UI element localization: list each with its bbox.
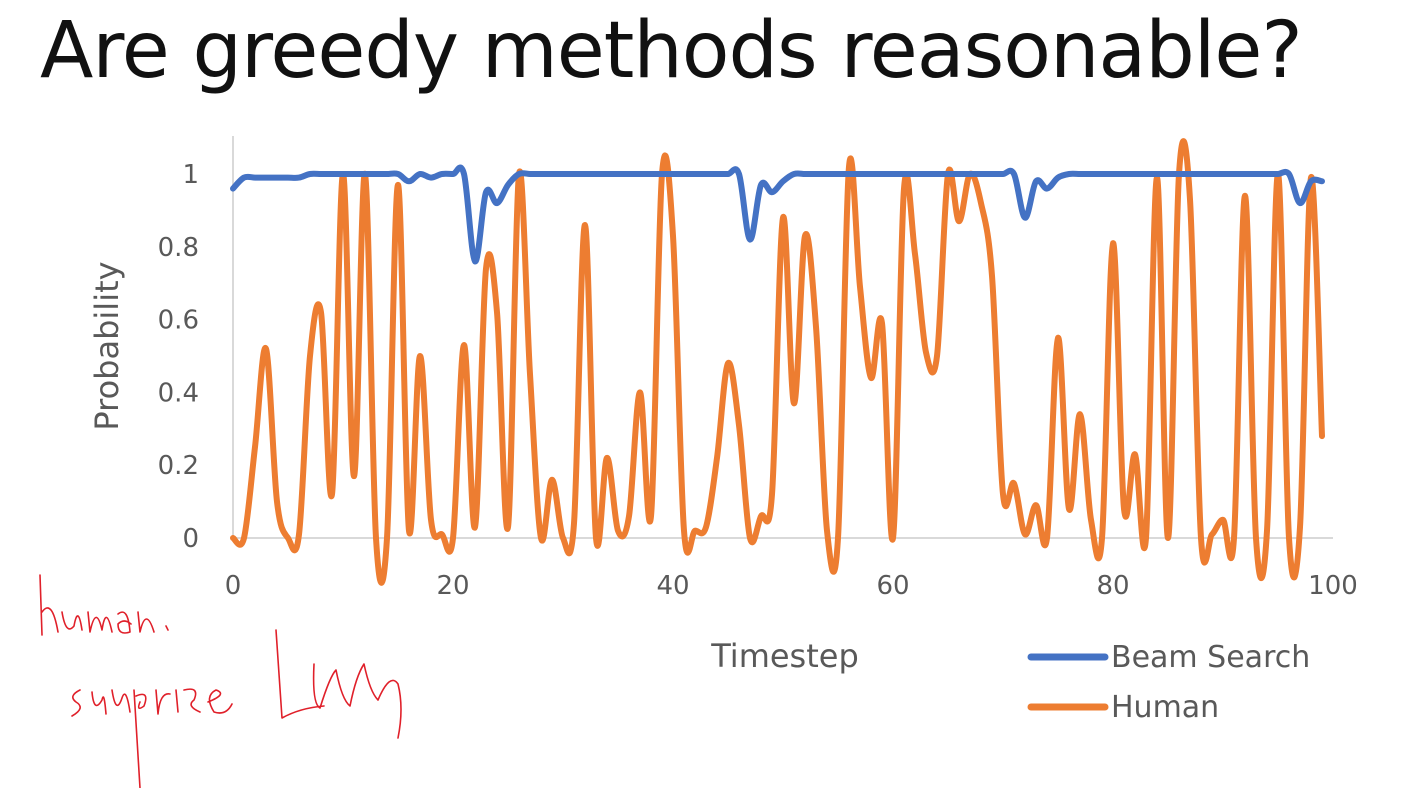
series-line-human [230,138,1325,586]
x-axis: 0 20 40 60 80 100 [225,537,1358,601]
handwritten-scribble-word-2 [71,688,233,788]
y-axis: 0 0.2 0.4 0.6 0.8 1 [158,136,234,554]
y-tick-label: 1 [182,160,199,190]
handwritten-scribble-word-1 [39,574,169,636]
x-tick-label: 80 [1096,571,1129,601]
x-tick-label: 100 [1308,571,1358,601]
x-axis-title: Timestep [710,637,859,675]
y-tick-label: 0.2 [158,451,199,481]
handwritten-annotation [39,574,402,788]
handwritten-scribble-word-3 [275,629,402,739]
y-tick-label: 0.8 [158,233,199,263]
legend-label-human: Human [1111,690,1219,725]
y-tick-label: 0.4 [158,378,199,408]
x-tick-label: 60 [876,571,909,601]
y-tick-label: 0.6 [158,306,199,336]
slide-title: Are greedy methods reasonable? [40,6,1303,96]
x-tick-label: 0 [225,571,242,601]
x-tick-label: 40 [656,571,689,601]
series-line-beam-search [230,164,1325,265]
y-axis-title: Probability [88,261,126,430]
series-layer [230,138,1325,586]
x-tick-label: 20 [436,571,469,601]
y-tick-label: 0 [182,524,199,554]
legend: Beam Search Human [1027,640,1310,725]
legend-label-beam-search: Beam Search [1111,640,1310,675]
